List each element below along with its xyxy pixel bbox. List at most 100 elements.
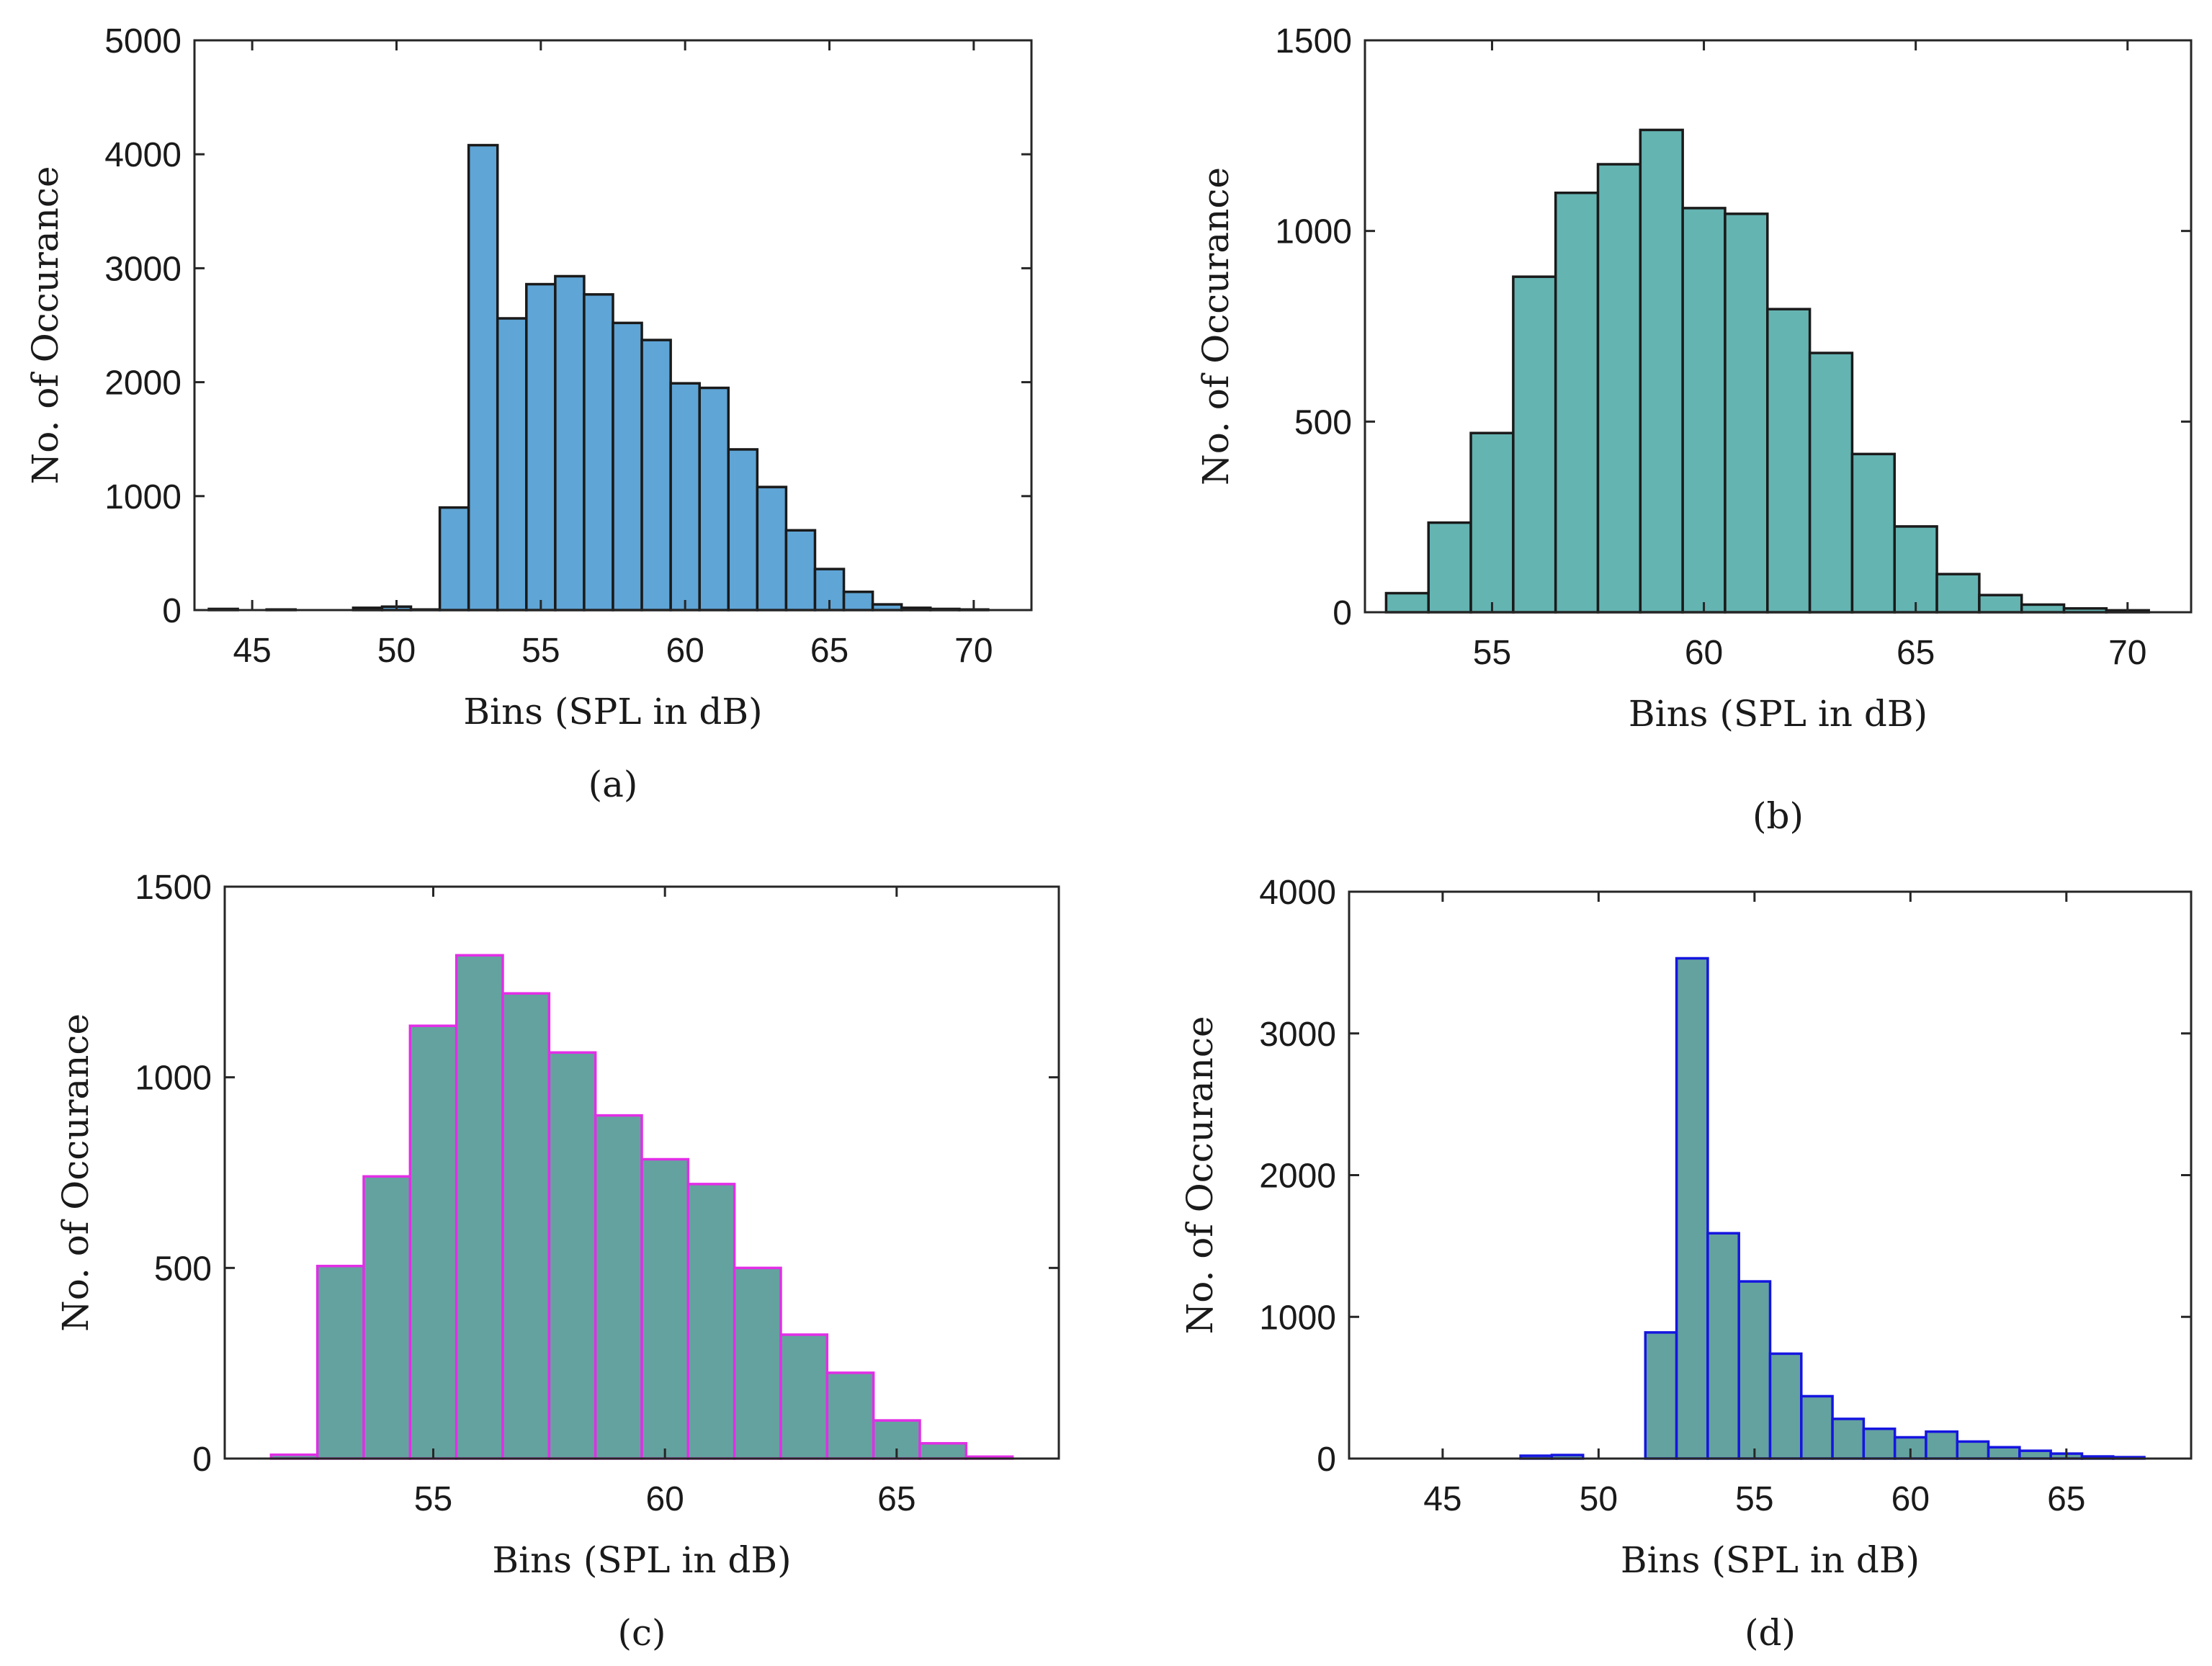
y-axis-title: No. of Occurance <box>24 166 66 485</box>
histogram-bar <box>467 143 499 612</box>
x-tick-label: 65 <box>1897 634 1935 672</box>
x-tick-label: 45 <box>1423 1480 1461 1518</box>
histogram-bar <box>1808 351 1854 614</box>
histogram-bar <box>2020 603 2066 614</box>
histogram-bar <box>1737 1280 1772 1460</box>
histogram-bar <box>408 1024 458 1460</box>
x-tick-label: 55 <box>414 1480 452 1518</box>
panel-label: (a) <box>588 763 638 805</box>
y-tick-label: 4000 <box>104 136 182 174</box>
panel-c: 55 60 65 0 500 1000 1500 Bins (SPL in dB) No. of… <box>55 869 1060 1654</box>
histogram-bar <box>438 506 470 612</box>
x-tick-label: 60 <box>1891 1480 1930 1518</box>
x-tick-label: 50 <box>1580 1480 1618 1518</box>
histogram-bar <box>784 529 817 612</box>
histogram-bar <box>315 1264 365 1460</box>
x-axis-title: Bins (SPL in dB) <box>492 1539 791 1581</box>
histogram-bar <box>1831 1418 1866 1460</box>
x-axis-title: Bins (SPL in dB) <box>1621 1539 1920 1581</box>
y-tick-label: 3000 <box>1259 1016 1336 1054</box>
y-tick-label: 1500 <box>1275 22 1352 61</box>
x-tick-label: 65 <box>810 632 848 670</box>
y-axis-title: No. of Occurance <box>1195 167 1237 485</box>
histogram-bar <box>779 1333 829 1460</box>
histogram-bar <box>842 590 874 612</box>
panel-label: (c) <box>617 1612 666 1654</box>
histogram-bar <box>825 1371 875 1460</box>
histogram-bar <box>669 382 701 612</box>
histogram-bar <box>1554 191 1600 614</box>
histogram-bar <box>698 386 730 612</box>
y-tick-label: 3000 <box>104 250 182 288</box>
x-tick-label: 50 <box>377 632 416 670</box>
panel-label: (d) <box>1745 1612 1796 1654</box>
histogram-bar <box>525 282 557 612</box>
histogram-bar <box>727 448 759 612</box>
histogram-bar <box>1724 212 1769 614</box>
histogram-bar <box>1427 521 1472 614</box>
x-axis-title: Bins (SPL in dB) <box>463 691 762 733</box>
histogram-bar <box>733 1266 782 1460</box>
y-axis-title: No. of Occurance <box>1179 1016 1221 1335</box>
histogram-bar <box>756 485 788 612</box>
histogram-bar <box>1706 1232 1740 1460</box>
axes-frame <box>193 39 1033 612</box>
x-tick-label: 65 <box>2047 1480 2085 1518</box>
histogram-bar <box>554 274 586 612</box>
x-tick-label: 70 <box>2108 634 2146 672</box>
histogram-bar <box>1978 594 2023 614</box>
histogram-bar <box>1850 452 1897 614</box>
y-tick-label: 0 <box>1317 1441 1336 1479</box>
histogram-bar <box>1862 1427 1897 1460</box>
histogram-bar <box>1766 308 1812 614</box>
histogram-bar <box>583 293 614 612</box>
panel-a: 45 50 55 60 65 70 0 1000 2000 3000 4000 5000 Bins (S… <box>24 22 1033 805</box>
panel-label: (b) <box>1752 795 1804 837</box>
x-tick-label: 60 <box>1685 634 1723 672</box>
histogram-bar <box>686 1183 736 1460</box>
x-axis-title: Bins (SPL in dB) <box>1629 693 1927 735</box>
x-tick-label: 65 <box>877 1480 915 1518</box>
x-tick-label: 60 <box>645 1480 684 1518</box>
x-tick-label: 60 <box>666 632 704 670</box>
panel-d: 45 50 55 60 65 0 1000 2000 3000 4000 Bins (SPL in … <box>1179 874 2193 1654</box>
y-tick-label: 0 <box>1333 594 1352 632</box>
y-tick-label: 5000 <box>104 22 182 61</box>
y-tick-label: 4000 <box>1259 874 1336 912</box>
axes-frame <box>1364 39 2193 614</box>
histogram-bar <box>501 992 551 1460</box>
x-tick-label: 55 <box>521 632 560 670</box>
y-tick-label: 1000 <box>1275 213 1352 251</box>
histogram-bar <box>1384 591 1430 614</box>
y-tick-label: 0 <box>162 592 182 630</box>
y-tick-label: 2000 <box>104 364 182 403</box>
x-tick-label: 70 <box>954 632 993 670</box>
axes-frame <box>223 885 1060 1460</box>
histogram-bar <box>1596 163 1642 614</box>
y-axis-title: No. of Occurance <box>55 1013 97 1332</box>
y-tick-label: 0 <box>192 1441 212 1479</box>
histogram-bar <box>1800 1394 1834 1460</box>
histogram-bar <box>1469 431 1515 614</box>
histogram-bar <box>594 1114 643 1460</box>
histogram-bar <box>362 1175 412 1460</box>
panel-b: 55 60 65 70 0 500 1000 1500 Bins (SPL in dB) No. … <box>1195 22 2193 837</box>
histogram-bar <box>496 317 528 612</box>
y-tick-label: 1000 <box>135 1060 212 1098</box>
histogram-bar <box>547 1051 597 1460</box>
histogram-bar <box>1768 1352 1803 1460</box>
histogram-bar <box>1639 128 1684 614</box>
y-tick-label: 1500 <box>135 869 212 907</box>
x-tick-label: 55 <box>1473 634 1511 672</box>
y-tick-label: 500 <box>154 1250 212 1288</box>
y-tick-label: 1000 <box>104 478 182 516</box>
histogram-bar <box>1675 957 1709 1460</box>
y-tick-label: 1000 <box>1259 1299 1336 1337</box>
histogram-bar <box>1644 1331 1678 1460</box>
histogram-bar <box>640 339 672 612</box>
histogram-bar <box>1956 1440 1990 1460</box>
histogram-bar <box>918 1442 968 1460</box>
histogram-bar <box>2018 1449 2052 1460</box>
histogram-bar <box>1987 1446 2021 1460</box>
